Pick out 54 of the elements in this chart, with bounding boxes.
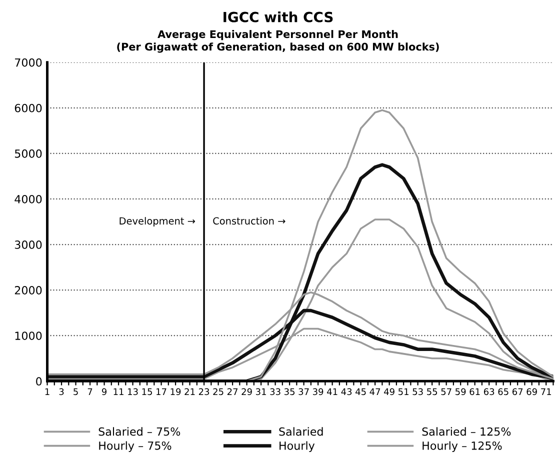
y-tick-label: 1000: [15, 332, 42, 340]
y-tick-label: 3000: [14, 240, 42, 249]
legend-label: Salaried – 125%: [422, 427, 511, 436]
x-tick-label: 7: [88, 388, 92, 395]
annotation: Development →: [120, 217, 196, 226]
x-tick-label: 21: [184, 388, 195, 395]
legend-label: Salaried: [279, 427, 323, 436]
y-tick-label: 0: [36, 377, 42, 386]
x-tick-label: 15: [142, 388, 152, 396]
x-tick-label: 23: [198, 388, 210, 396]
y-tick-label: 6000: [14, 104, 42, 112]
legend-label: Hourly – 125%: [422, 441, 502, 452]
x-tick-label: 61: [470, 388, 480, 396]
x-tick-label: 31: [256, 388, 266, 396]
x-tick-label: 65: [498, 388, 508, 396]
x-tick-label: 63: [484, 388, 494, 396]
x-tick-label: 49: [384, 388, 394, 396]
x-tick-label: 37: [298, 388, 309, 396]
x-tick-label: 35: [284, 388, 295, 396]
x-tick-label: 69: [526, 388, 537, 396]
annotation: Construction →: [213, 217, 286, 225]
chart-title: IGCC with CCS: [224, 12, 333, 22]
x-tick-label: 27: [227, 388, 238, 395]
legend-label: Hourly: [280, 441, 315, 452]
x-tick-label: 45: [356, 388, 366, 396]
x-tick-label: 29: [242, 388, 252, 396]
legend-label: Hourly – 75%: [99, 441, 172, 452]
x-tick-label: 41: [327, 388, 338, 395]
x-tick-label: 67: [512, 388, 523, 396]
x-tick-label: 13: [128, 388, 138, 396]
legend-label: Salaried – 75%: [98, 427, 180, 436]
x-tick-label: 5: [74, 388, 78, 396]
y-tick-label: 4000: [14, 194, 42, 204]
y-tick-label: 2000: [14, 286, 42, 294]
x-tick-label: 17: [156, 388, 166, 395]
x-tick-label: 1: [45, 388, 50, 395]
x-tick-label: 25: [213, 388, 224, 396]
x-tick-label: 57: [441, 388, 452, 396]
x-tick-label: 59: [456, 388, 466, 396]
y-tick-label: 5000: [14, 149, 42, 158]
x-tick-label: 47: [370, 388, 380, 395]
chart-subtitle: Average Equivalent Personnel Per Month (Per Gigawatt of Generation, based on 600 MW blocks): [117, 30, 439, 53]
x-tick-label: 19: [170, 388, 181, 396]
x-tick-label: 3: [59, 388, 64, 396]
x-tick-label: 71: [541, 388, 552, 395]
x-tick-label: 39: [313, 388, 324, 396]
x-tick-label: 51: [398, 388, 408, 396]
x-tick-label: 53: [412, 388, 423, 396]
x-tick-label: 33: [270, 388, 280, 396]
x-tick-label: 43: [341, 388, 352, 396]
x-tick-label: 9: [102, 388, 107, 396]
y-tick-label: 7000: [15, 58, 42, 67]
x-tick-label: 11: [114, 388, 124, 395]
x-tick-label: 55: [427, 388, 438, 396]
